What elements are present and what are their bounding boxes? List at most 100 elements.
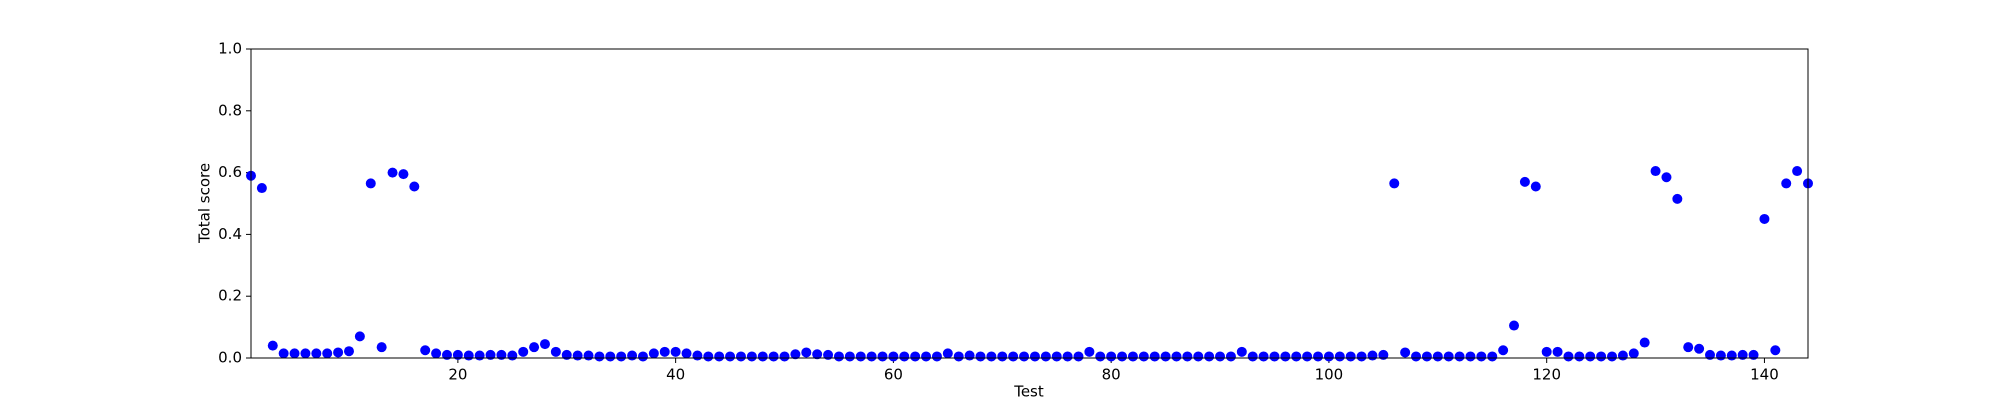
point: [1236, 346, 1247, 357]
point: [1204, 351, 1215, 362]
point: [431, 348, 442, 359]
point: [681, 348, 692, 359]
point: [1149, 351, 1160, 362]
x-tick-label: 40: [666, 366, 685, 384]
y-tick-label: 1.0: [218, 40, 242, 58]
point: [997, 351, 1008, 362]
point: [561, 349, 572, 360]
point: [812, 349, 823, 360]
point: [311, 348, 322, 359]
point: [1019, 351, 1030, 362]
point: [539, 339, 550, 350]
point: [1639, 337, 1650, 348]
point: [1509, 320, 1520, 331]
point: [1519, 176, 1530, 187]
point: [1715, 350, 1726, 361]
point: [550, 346, 561, 357]
point: [725, 351, 736, 362]
point: [583, 350, 594, 361]
point: [1694, 343, 1705, 354]
point: [1345, 351, 1356, 362]
point: [1073, 351, 1084, 362]
point: [1051, 351, 1062, 362]
point: [1476, 351, 1487, 362]
point: [692, 350, 703, 361]
point: [855, 351, 866, 362]
point: [1389, 178, 1400, 189]
point: [474, 350, 485, 361]
point: [1160, 351, 1171, 362]
y-tick-label: 0.2: [218, 287, 242, 305]
x-tick-label: 140: [1750, 366, 1779, 384]
point: [1585, 351, 1596, 362]
point: [289, 348, 300, 359]
point: [899, 351, 910, 362]
point: [1247, 351, 1258, 362]
point: [1258, 351, 1269, 362]
point: [888, 351, 899, 362]
point: [1683, 342, 1694, 353]
point: [300, 348, 311, 359]
x-tick-label: 100: [1315, 366, 1344, 384]
point: [877, 351, 888, 362]
point: [779, 351, 790, 362]
y-tick-label: 0.6: [218, 163, 242, 181]
point: [1215, 351, 1226, 362]
point: [1400, 347, 1411, 358]
point: [823, 349, 834, 360]
point: [1171, 351, 1182, 362]
point: [1792, 166, 1803, 177]
point: [322, 348, 333, 359]
x-tick-label: 20: [448, 366, 467, 384]
point: [278, 348, 289, 359]
point: [420, 345, 431, 356]
point: [1607, 351, 1618, 362]
point: [975, 351, 986, 362]
point: [1182, 351, 1193, 362]
point: [1323, 351, 1334, 362]
point: [1748, 349, 1759, 360]
point: [1781, 178, 1792, 189]
point: [1443, 351, 1454, 362]
point: [746, 351, 757, 362]
point: [942, 348, 953, 359]
point: [1193, 351, 1204, 362]
point: [256, 183, 267, 194]
point: [1378, 349, 1389, 360]
point: [409, 181, 420, 192]
point: [605, 351, 616, 362]
point: [387, 167, 398, 178]
point: [670, 346, 681, 357]
point: [1759, 213, 1770, 224]
point: [354, 331, 365, 342]
point: [441, 349, 452, 360]
point: [1541, 346, 1552, 357]
point: [1411, 351, 1422, 362]
point: [964, 350, 975, 361]
point: [648, 348, 659, 359]
point: [790, 349, 801, 360]
point: [365, 178, 376, 189]
point: [1225, 351, 1236, 362]
point: [735, 351, 746, 362]
point: [594, 351, 605, 362]
point: [616, 351, 627, 362]
point: [1138, 351, 1149, 362]
point: [1487, 351, 1498, 362]
point: [627, 350, 638, 361]
point: [1498, 345, 1509, 356]
x-axis-label: Test: [1013, 383, 1044, 400]
point: [714, 351, 725, 362]
point: [1117, 351, 1128, 362]
point: [1454, 351, 1465, 362]
point: [1008, 351, 1019, 362]
point: [866, 351, 877, 362]
plot-frame: [250, 48, 1809, 359]
point: [1269, 351, 1280, 362]
point: [1040, 351, 1051, 362]
x-tick-label: 60: [884, 366, 903, 384]
point: [931, 351, 942, 362]
point: [1770, 345, 1781, 356]
point: [398, 169, 409, 180]
point: [1726, 350, 1737, 361]
